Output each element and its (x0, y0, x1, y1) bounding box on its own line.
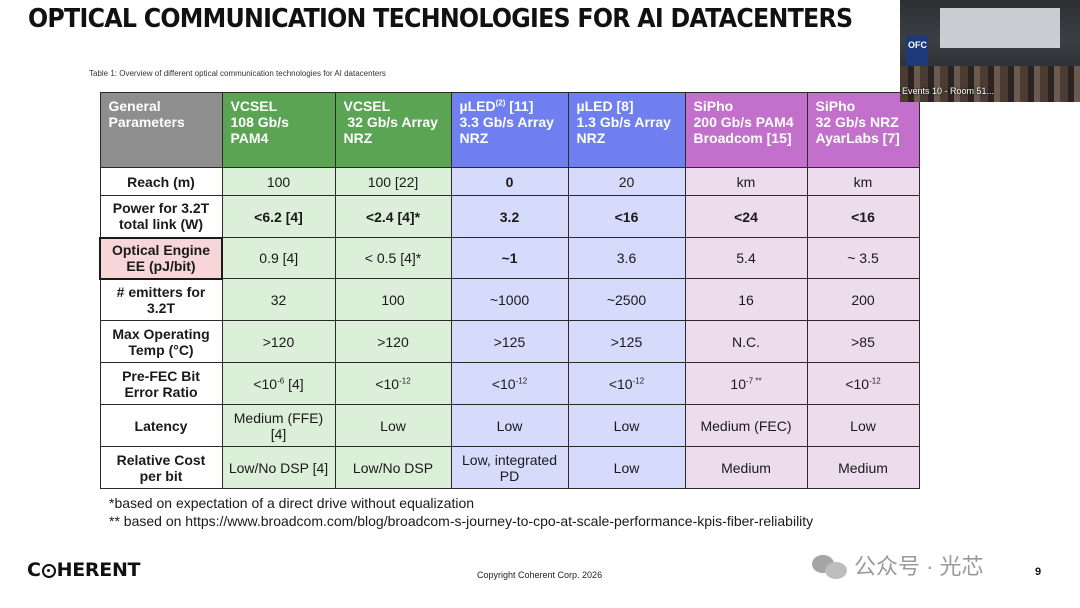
table-cell: <24 (684, 195, 808, 238)
table-cell: 200 (806, 278, 920, 321)
table-cell: <10-12 (567, 362, 686, 405)
table-row-optical-engine-ee: Optical Engine EE (pJ/bit) 0.9 [4] < 0.5 … (99, 236, 920, 280)
table-cell: 3.2 (450, 195, 569, 238)
table-cell: 0 (450, 167, 569, 196)
table-cell: 100 [22] (334, 167, 452, 196)
header-uled-11: µLED(2) [11] 3.3 Gb/s Array NRZ (450, 92, 569, 168)
footnote-broadcom-link: ** based on https://www.broadcom.com/blo… (109, 513, 814, 529)
table-cell: 32 (221, 278, 336, 321)
table-cell: N.C. (684, 320, 808, 363)
table-caption: Table 1: Overview of different optical c… (89, 69, 386, 78)
table-row-ber: Pre-FEC Bit Error Ratio <10-6 [4] <10-12 … (99, 362, 920, 405)
table-cell: km (806, 167, 920, 196)
table-row-emitters: # emitters for 3.2T 32 100 ~1000 ~2500 16… (99, 278, 920, 321)
video-caption: Events 10 - Room 51... (902, 86, 995, 96)
page-number: 9 (1035, 566, 1042, 578)
table-cell: <6.2 [4] (221, 195, 336, 238)
table-cell: Low (450, 404, 569, 447)
table-cell: 0.9 [4] (221, 237, 336, 279)
table-cell: >85 (806, 320, 920, 363)
row-label-power: Power for 3.2T total link (W) (99, 195, 223, 238)
table-header-row: General Parameters VCSEL 108 Gb/s PAM4 VCSE… (99, 92, 920, 168)
table-cell: 100 (334, 278, 452, 321)
table-cell: Low (334, 404, 452, 447)
table-cell: 3.6 (567, 237, 686, 279)
table-cell: <2.4 [4]* (334, 195, 452, 238)
table-cell: ~1000 (450, 278, 569, 321)
table-cell: Low (567, 446, 686, 489)
table-cell: Medium (684, 446, 808, 489)
header-sipho-broadcom: SiPho 200 Gb/s PAM4 Broadcom [15] (684, 92, 808, 168)
podium-label: OFC (908, 40, 927, 50)
copyright-text: Copyright Coherent Corp. 2026 (477, 570, 603, 580)
logo-ring-icon (41, 564, 56, 578)
speaker-video-thumbnail[interactable]: OFC Events 10 - Room 51... (900, 0, 1080, 102)
table-cell: <16 (806, 195, 920, 238)
table-row-reach: Reach (m) 100 100 [22] 0 20 km km (99, 167, 920, 196)
table-cell: km (684, 167, 808, 196)
table-cell: < 0.5 [4]* (334, 237, 452, 279)
table-cell: Medium (806, 446, 920, 489)
row-label-ber: Pre-FEC Bit Error Ratio (99, 362, 223, 405)
table-cell: Low/No DSP (334, 446, 452, 489)
audience (900, 66, 1080, 102)
projection-screen (940, 8, 1060, 48)
table-cell: ~2500 (567, 278, 686, 321)
table-cell: Low (567, 404, 686, 447)
row-label-optical-engine-ee: Optical Engine EE (pJ/bit) (99, 236, 223, 280)
wechat-watermark: 公众号 · 光芯 (812, 549, 984, 581)
table-cell: <16 (567, 195, 686, 238)
table-cell: >125 (567, 320, 686, 363)
row-label-emitters: # emitters for 3.2T (99, 278, 223, 321)
table-cell: 100 (221, 167, 336, 196)
table-cell: ~ 3.5 (806, 237, 920, 279)
table-cell: Medium (FFE) [4] (221, 404, 336, 447)
table-cell: Low (806, 404, 920, 447)
wechat-icon (812, 553, 848, 579)
table-cell: <10-12 (334, 362, 452, 405)
header-uled-8: µLED [8] 1.3 Gb/s Array NRZ (567, 92, 686, 168)
table-cell: 20 (567, 167, 686, 196)
row-label-max-temp: Max Operating Temp (°C) (99, 320, 223, 363)
table-cell: >120 (221, 320, 336, 363)
header-vcsel-108: VCSEL 108 Gb/s PAM4 (221, 92, 336, 168)
table-cell: 16 (684, 278, 808, 321)
table-cell: ~1 (450, 237, 569, 279)
table-row-power: Power for 3.2T total link (W) <6.2 [4] <2… (99, 195, 920, 238)
header-vcsel-32: VCSEL 32 Gb/s Array NRZ (334, 92, 452, 168)
table-cell: Medium (FEC) (684, 404, 808, 447)
slide-title: OPTICAL COMMUNICATION TECHNOLOGIES FOR A… (28, 4, 853, 34)
row-label-reach: Reach (m) (99, 167, 223, 196)
table-cell: >120 (334, 320, 452, 363)
header-sipho-ayarlabs: SiPho 32 Gb/s NRZ AyarLabs [7] (806, 92, 920, 168)
row-label-latency: Latency (99, 404, 223, 447)
table-cell: <10-12 (450, 362, 569, 405)
table-cell: Low, integrated PD (450, 446, 569, 489)
table-row-relative-cost: Relative Cost per bit Low/No DSP [4] Low/… (99, 446, 920, 489)
table-cell: 5.4 (684, 237, 808, 279)
coherent-logo: C HERENT (27, 559, 141, 581)
table-row-latency: Latency Medium (FFE) [4] Low Low Low Med… (99, 404, 920, 447)
row-label-relative-cost: Relative Cost per bit (99, 446, 223, 489)
footnote-direct-drive: *based on expectation of a direct drive … (109, 495, 475, 511)
table-cell: >125 (450, 320, 569, 363)
table-cell: Low/No DSP [4] (221, 446, 336, 489)
table-cell: 10-7 ** (684, 362, 808, 405)
comparison-table: General Parameters VCSEL 108 Gb/s PAM4 VCSE… (99, 92, 920, 489)
table-cell: <10-6 [4] (221, 362, 336, 405)
table-row-max-temp: Max Operating Temp (°C) >120 >120 >125 >1… (99, 320, 920, 363)
header-general-parameters: General Parameters (99, 92, 223, 168)
table-cell: <10-12 (806, 362, 920, 405)
